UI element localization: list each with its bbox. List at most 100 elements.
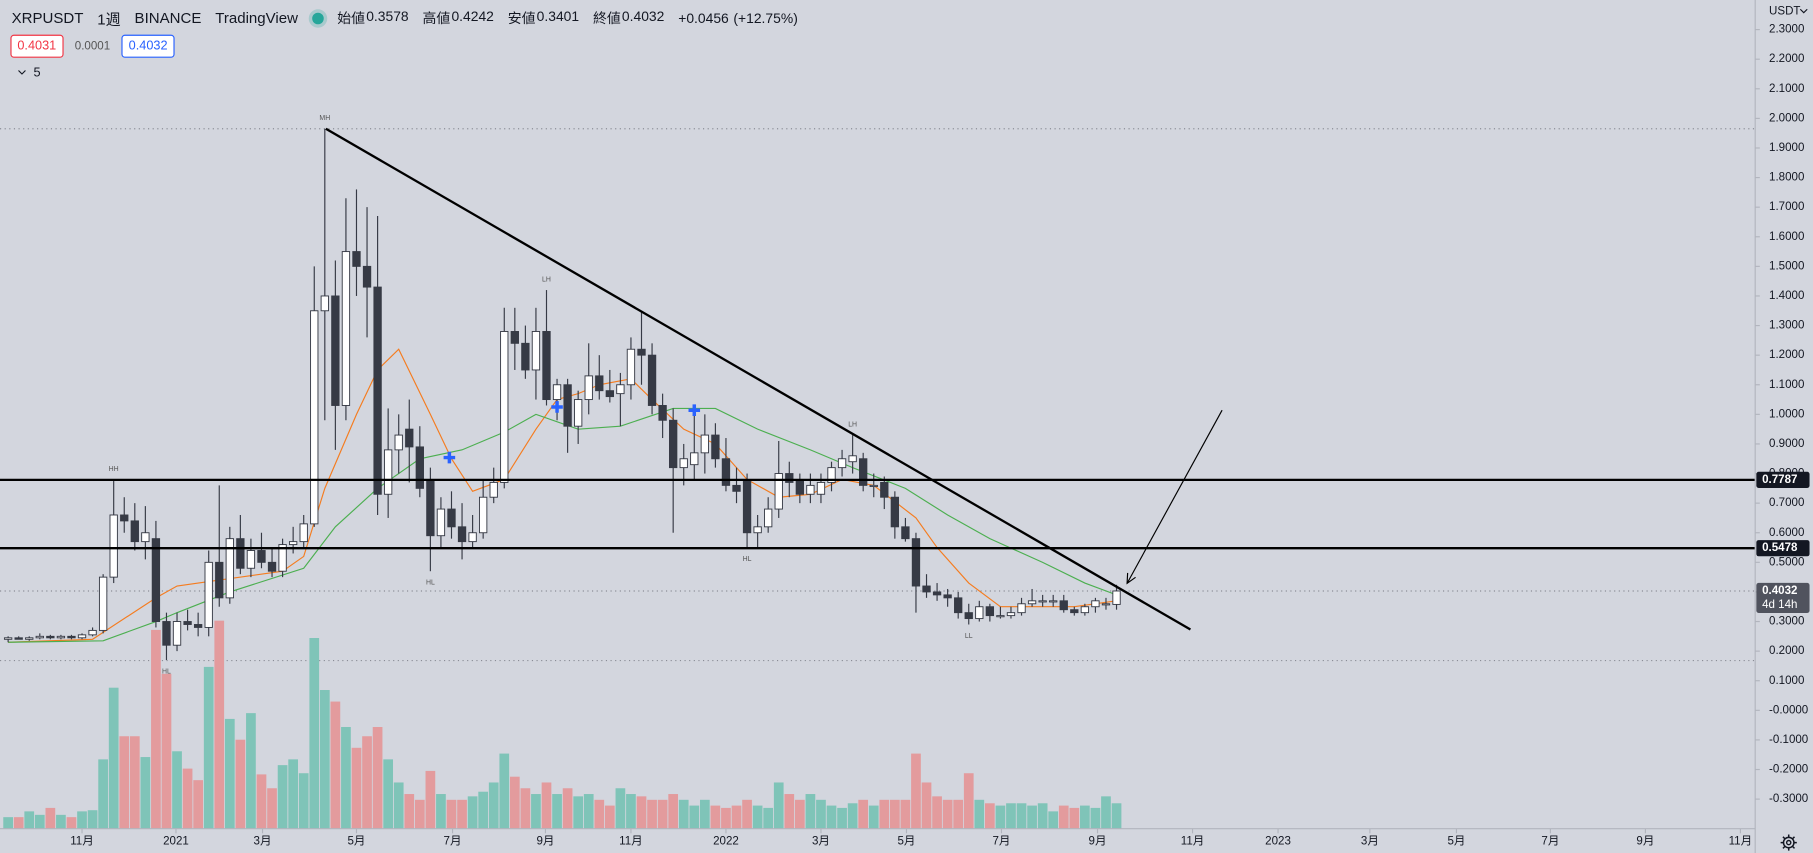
- indicator-toggle[interactable]: 5: [17, 65, 41, 80]
- volume-bar: [256, 774, 267, 829]
- volume-bar: [509, 776, 520, 829]
- volume-bar: [3, 817, 13, 829]
- volume-bar: [425, 770, 436, 829]
- candle-body: [1017, 603, 1026, 614]
- volume-bar: [541, 782, 552, 829]
- settings-gear[interactable]: [1780, 834, 1797, 851]
- y-tick-label: 1.2000: [1769, 349, 1804, 361]
- volume-bar: [34, 814, 45, 829]
- x-tick-label: 11月: [619, 835, 643, 847]
- volume-bar: [151, 629, 161, 829]
- candle-body: [1038, 600, 1047, 603]
- candle-body: [679, 458, 688, 469]
- volume-bar: [45, 807, 56, 829]
- candle-body: [67, 635, 76, 639]
- buy-price[interactable]: 0.4032: [121, 34, 175, 58]
- candle-body: [785, 473, 794, 483]
- x-tick-label: 9月: [1089, 835, 1107, 847]
- currency-dropdown[interactable]: [1799, 8, 1808, 14]
- ohlc-value: 0.4242: [451, 8, 494, 25]
- candle-body: [288, 541, 298, 546]
- y-tick-label: 1.9000: [1769, 142, 1804, 154]
- candle-body: [500, 331, 509, 483]
- volume-bar: [879, 799, 890, 829]
- market-status: [311, 12, 324, 24]
- y-tick-label: 0.3000: [1769, 616, 1804, 628]
- y-tick-label: -0.2000: [1769, 764, 1808, 776]
- volume-bar: [763, 807, 774, 829]
- candle-body: [510, 331, 519, 344]
- volume-bar: [1080, 805, 1090, 829]
- change-percent: (+12.75%): [733, 9, 798, 27]
- volume-bar: [520, 788, 531, 829]
- candle-body: [806, 484, 815, 495]
- sell-price[interactable]: 0.4031: [10, 34, 64, 58]
- candle-body: [56, 635, 66, 639]
- candle-body: [637, 348, 646, 356]
- volume-bar: [742, 799, 752, 829]
- volume-bar: [1058, 805, 1069, 829]
- candle-body: [658, 405, 667, 421]
- ohlc-value: 0.3401: [536, 8, 580, 25]
- chevron: [18, 70, 26, 75]
- volume-bar: [24, 811, 35, 829]
- candle-body: [774, 473, 783, 510]
- volume-bar: [985, 803, 995, 829]
- arrow: [1126, 409, 1223, 584]
- candle-body: [426, 479, 435, 537]
- candle-body: [478, 496, 488, 534]
- volume-bar: [499, 753, 510, 829]
- currency-label[interactable]: USDT: [1769, 6, 1800, 18]
- volume-bar: [615, 788, 626, 829]
- pivot-label: MH: [319, 115, 330, 122]
- candle-body: [690, 452, 699, 466]
- y-tick-label: 2.0000: [1769, 112, 1804, 124]
- volume-bar: [393, 782, 404, 829]
- volume-bar: [351, 747, 362, 829]
- volume-bar: [710, 805, 721, 829]
- y-tick-label: 1.8000: [1769, 172, 1804, 184]
- x-tick-label: 3月: [254, 835, 272, 847]
- volume-bar: [309, 638, 320, 829]
- volume-bar: [794, 799, 805, 829]
- x-tick-label: 5月: [347, 835, 365, 847]
- volume-bar: [731, 805, 742, 829]
- volume-bar: [1090, 807, 1101, 829]
- volume-bar: [963, 773, 974, 829]
- pivot-label: LL: [965, 633, 973, 640]
- symbol[interactable]: XRPUSDT: [11, 9, 84, 27]
- candle-body: [1027, 600, 1037, 605]
- x-tick-label: 7月: [992, 835, 1010, 847]
- plot-area: MH HH HL HL LH HL LH LL: [0, 115, 1756, 829]
- x-tick-label: 5月: [1447, 835, 1465, 847]
- y-tick-label: -0.1000: [1769, 734, 1808, 746]
- candle-body: [742, 479, 752, 534]
- candle-body: [320, 295, 329, 312]
- candle-body: [14, 637, 23, 640]
- candle-body: [130, 520, 139, 543]
- y-tick-label: 1.4000: [1769, 290, 1804, 302]
- volume-bar: [847, 803, 858, 829]
- candle-body: [890, 496, 900, 528]
- candle-body: [1049, 600, 1058, 603]
- volume-bar: [362, 736, 372, 829]
- x-tick-label: 9月: [1636, 835, 1654, 847]
- x-tick-label: 9月: [536, 835, 554, 847]
- interval[interactable]: 1週: [97, 10, 121, 28]
- indicator-count[interactable]: 5: [33, 65, 41, 80]
- candle-body: [1059, 600, 1068, 611]
- x-tick-label: 2021: [163, 835, 189, 847]
- volume-bar: [953, 799, 964, 829]
- candle-body: [531, 331, 541, 371]
- candle-body: [922, 585, 931, 593]
- volume-bar: [699, 799, 710, 829]
- price-tag: [1756, 582, 1810, 613]
- x-tick-label: 11月: [70, 835, 94, 847]
- candle-body: [616, 384, 625, 395]
- volume-bar: [837, 807, 847, 829]
- candle-body: [120, 514, 129, 522]
- volume-bar: [193, 780, 203, 829]
- y-tick-label: 1.0000: [1769, 408, 1804, 420]
- pivot-label: HH: [109, 466, 119, 473]
